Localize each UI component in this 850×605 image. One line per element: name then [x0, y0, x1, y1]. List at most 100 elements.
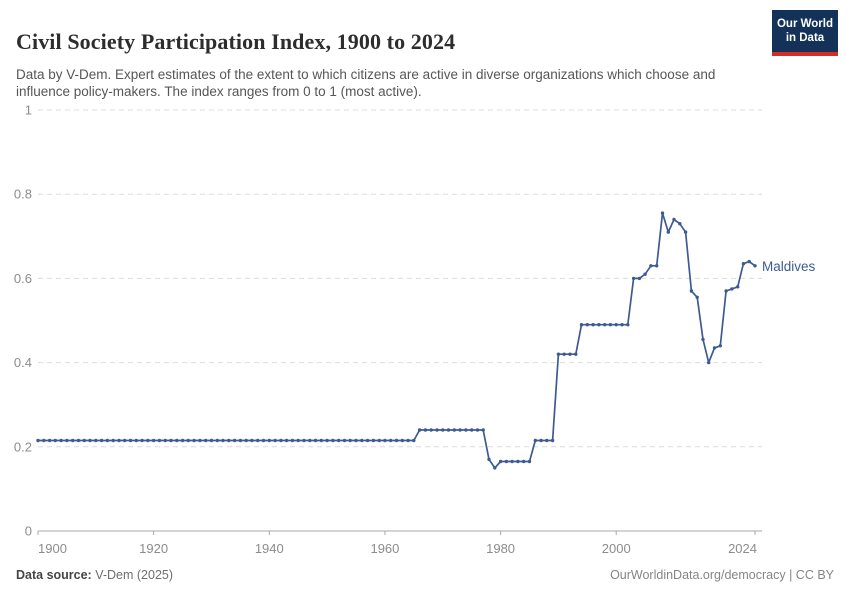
data-point: [53, 438, 57, 443]
x-axis-tick-label: 2000: [602, 541, 631, 556]
data-point: [337, 438, 341, 443]
data-source-label: Data source:: [16, 568, 92, 582]
data-point: [493, 466, 497, 470]
data-point: [377, 438, 381, 443]
data-point: [82, 438, 87, 443]
data-point: [36, 438, 40, 443]
data-point: [608, 323, 613, 327]
data-point: [481, 428, 485, 432]
data-point: [614, 323, 618, 327]
data-point: [585, 323, 589, 327]
data-point: [192, 438, 196, 443]
data-point: [140, 438, 144, 443]
data-point: [284, 438, 289, 443]
y-axis-tick-label: 0.8: [14, 187, 32, 202]
data-point: [429, 428, 433, 432]
data-point: [475, 428, 480, 432]
data-point: [510, 459, 514, 464]
data-point: [65, 438, 69, 443]
data-point: [267, 438, 271, 443]
data-point: [689, 289, 694, 293]
x-axis-tick-label: 1980: [486, 541, 515, 556]
data-point: [198, 438, 202, 443]
y-axis-tick-label: 1: [25, 103, 32, 118]
data-point: [175, 438, 179, 443]
data-point: [643, 272, 647, 276]
data-point: [331, 438, 335, 443]
data-point: [273, 438, 277, 443]
data-point: [417, 428, 422, 432]
data-point: [134, 438, 138, 443]
data-point: [683, 230, 688, 234]
data-point: [232, 438, 237, 443]
data-point: [389, 438, 393, 443]
x-axis-tick-label: 2024: [728, 541, 757, 556]
data-point: [631, 276, 636, 281]
data-point: [186, 438, 190, 443]
data-point: [221, 438, 225, 443]
data-source-value: V-Dem (2025): [91, 568, 174, 582]
data-point: [556, 352, 561, 356]
data-point: [406, 438, 410, 443]
data-point: [163, 438, 167, 443]
data-source: Data source: V-Dem (2025): [16, 568, 173, 582]
data-point: [550, 438, 555, 443]
data-point: [360, 438, 364, 443]
data-point: [94, 438, 98, 443]
data-point: [313, 438, 318, 443]
data-point: [209, 438, 214, 443]
data-point: [365, 438, 370, 443]
data-point: [371, 438, 376, 443]
data-point: [302, 438, 306, 443]
owid-logo-line1: Our World: [776, 18, 833, 30]
attribution-link[interactable]: OurWorldinData.org/democracy | CC BY: [610, 568, 834, 582]
data-point: [678, 222, 682, 226]
chart-subtitle: Data by V-Dem. Expert estimates of the e…: [16, 66, 716, 100]
data-point: [42, 438, 46, 443]
x-axis-tick-label: 1920: [139, 541, 168, 556]
data-point: [539, 438, 543, 443]
data-point: [718, 344, 722, 348]
data-point: [227, 438, 231, 443]
data-point: [157, 438, 162, 443]
y-axis-tick-label: 0.4: [14, 355, 32, 370]
data-point: [394, 438, 399, 443]
data-point: [707, 360, 711, 365]
y-axis-tick-label: 0.2: [14, 439, 32, 454]
data-point: [319, 438, 323, 443]
data-point: [527, 459, 532, 464]
data-point: [238, 438, 243, 443]
data-point: [88, 438, 92, 443]
data-point: [522, 459, 526, 464]
data-line-maldives: [37, 212, 756, 469]
data-point: [325, 438, 329, 443]
data-point: [498, 459, 503, 464]
data-point: [383, 438, 387, 443]
data-point: [348, 438, 352, 443]
data-point: [435, 428, 439, 432]
data-point: [296, 438, 300, 443]
data-point: [279, 438, 283, 443]
data-point: [342, 438, 347, 443]
data-point: [603, 323, 607, 327]
data-point: [724, 289, 728, 293]
chart-footer: Data source: V-Dem (2025) OurWorldinData…: [16, 568, 834, 582]
data-point: [256, 438, 260, 443]
data-point: [562, 352, 566, 356]
data-point: [753, 264, 757, 268]
data-point: [105, 438, 110, 443]
data-point: [620, 323, 624, 327]
data-point: [655, 264, 659, 268]
data-point: [446, 428, 451, 432]
data-point: [637, 276, 642, 281]
data-point: [487, 457, 491, 462]
data-point: [423, 428, 428, 432]
data-point: [470, 428, 474, 432]
data-point: [215, 438, 219, 443]
data-point: [400, 438, 404, 443]
owid-logo[interactable]: Our World in Data: [772, 10, 838, 56]
data-point: [736, 285, 740, 289]
data-point: [712, 346, 717, 350]
data-point: [545, 438, 549, 443]
